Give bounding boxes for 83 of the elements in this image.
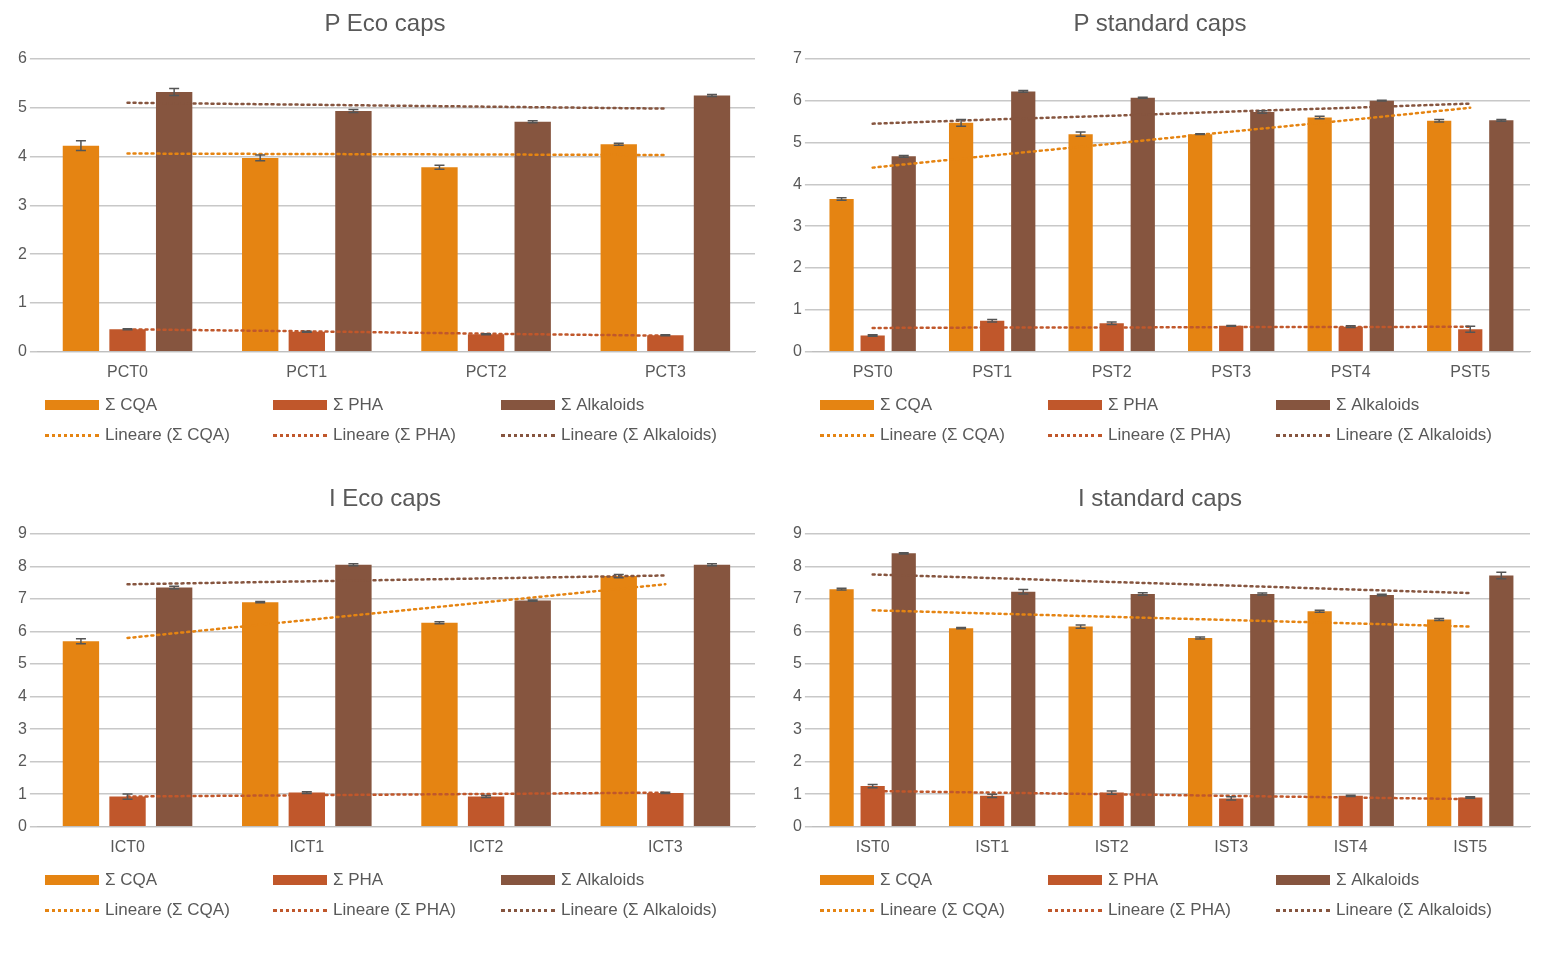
- y-tick-label: 0: [17, 817, 27, 835]
- x-tick-label: IST5: [1453, 837, 1488, 855]
- legend-label: Lineare (Σ CQA): [880, 425, 1005, 445]
- x-tick-label: ICT2: [468, 837, 504, 855]
- legend-label: Σ CQA: [105, 870, 158, 890]
- y-tick-label: 5: [792, 132, 802, 150]
- y-tick-label: 1: [792, 784, 802, 802]
- legend-label: Σ CQA: [880, 870, 933, 890]
- y-tick-label: 1: [792, 300, 802, 318]
- legend-label: Lineare (Σ PHA): [1108, 900, 1231, 920]
- y-tick-label: 6: [792, 91, 802, 109]
- legend-label: Σ PHA: [333, 395, 384, 415]
- legend-label: Lineare (Σ CQA): [105, 900, 230, 920]
- y-tick-label: 1: [17, 784, 27, 802]
- x-tick-label: PCT0: [107, 362, 149, 380]
- x-tick-label: IST0: [855, 837, 890, 855]
- y-tick-label: 5: [17, 654, 27, 672]
- x-tick-label: IST4: [1333, 837, 1368, 855]
- x-tick-label: PCT3: [644, 362, 686, 380]
- legend-label: Σ PHA: [333, 870, 384, 890]
- x-tick-label: PST2: [1091, 362, 1132, 380]
- y-tick-label: 8: [17, 556, 27, 574]
- x-tick-label: PST0: [852, 362, 893, 380]
- y-tick-label: 1: [17, 293, 27, 311]
- y-tick-label: 5: [792, 654, 802, 672]
- y-tick-label: 4: [792, 174, 802, 192]
- chart-title: P Eco caps: [324, 9, 446, 37]
- y-tick-label: 8: [792, 556, 802, 574]
- y-tick-label: 4: [17, 146, 27, 164]
- x-tick-label: PST1: [972, 362, 1013, 380]
- x-tick-label: PST3: [1211, 362, 1252, 380]
- x-tick-label: IST3: [1214, 837, 1249, 855]
- x-tick-label: PST5: [1450, 362, 1491, 380]
- y-tick-label: 3: [792, 719, 802, 737]
- y-tick-label: 0: [792, 342, 802, 360]
- chart-title: I Eco caps: [328, 484, 442, 512]
- y-tick-label: 2: [17, 752, 27, 770]
- y-tick-label: 6: [17, 621, 27, 639]
- y-tick-label: 3: [17, 195, 27, 213]
- legend-label: Lineare (Σ Alkaloids): [561, 900, 718, 920]
- y-tick-label: 3: [792, 216, 802, 234]
- legend-label: Lineare (Σ CQA): [880, 900, 1005, 920]
- y-tick-label: 4: [17, 686, 27, 704]
- legend-label: Σ CQA: [880, 395, 933, 415]
- legend-label: Lineare (Σ Alkaloids): [561, 425, 718, 445]
- x-tick-label: ICT1: [289, 837, 325, 855]
- legend-label: Lineare (Σ CQA): [105, 425, 230, 445]
- legend-label: Σ Alkaloids: [561, 395, 645, 415]
- y-tick-label: 2: [792, 752, 802, 770]
- x-tick-label: PCT2: [465, 362, 507, 380]
- legend-label: Lineare (Σ Alkaloids): [1336, 900, 1493, 920]
- y-tick-label: 9: [792, 524, 802, 542]
- legend-label: Σ Alkaloids: [1336, 395, 1420, 415]
- x-tick-label: PST4: [1330, 362, 1371, 380]
- y-tick-label: 5: [17, 98, 27, 116]
- legend-label: Σ CQA: [105, 395, 158, 415]
- legend-label: Σ PHA: [1108, 870, 1159, 890]
- y-tick-label: 7: [17, 589, 27, 607]
- y-tick-label: 9: [17, 524, 27, 542]
- x-tick-label: ICT3: [648, 837, 683, 855]
- y-tick-label: 4: [792, 686, 802, 704]
- chart-title: P standard caps: [1073, 9, 1247, 37]
- y-tick-label: 7: [792, 49, 802, 67]
- y-tick-label: 2: [792, 258, 802, 276]
- legend-label: Lineare (Σ Alkaloids): [1336, 425, 1493, 445]
- x-tick-label: ICT0: [110, 837, 145, 855]
- x-tick-label: PCT1: [286, 362, 328, 380]
- legend-label: Lineare (Σ PHA): [1108, 425, 1231, 445]
- legend-label: Lineare (Σ PHA): [333, 900, 456, 920]
- legend-label: Σ Alkaloids: [1336, 870, 1420, 890]
- legend-label: Σ Alkaloids: [561, 870, 645, 890]
- y-tick-label: 0: [792, 817, 802, 835]
- y-tick-label: 7: [792, 589, 802, 607]
- y-tick-label: 3: [17, 719, 27, 737]
- y-tick-label: 6: [792, 621, 802, 639]
- legend-label: Lineare (Σ PHA): [333, 425, 456, 445]
- chart-title: I standard caps: [1077, 484, 1243, 512]
- legend-label: Σ PHA: [1108, 395, 1159, 415]
- y-tick-label: 0: [17, 342, 27, 360]
- y-tick-label: 6: [17, 49, 27, 67]
- x-tick-label: IST1: [975, 837, 1010, 855]
- y-tick-label: 2: [17, 244, 27, 262]
- x-tick-label: IST2: [1094, 837, 1129, 855]
